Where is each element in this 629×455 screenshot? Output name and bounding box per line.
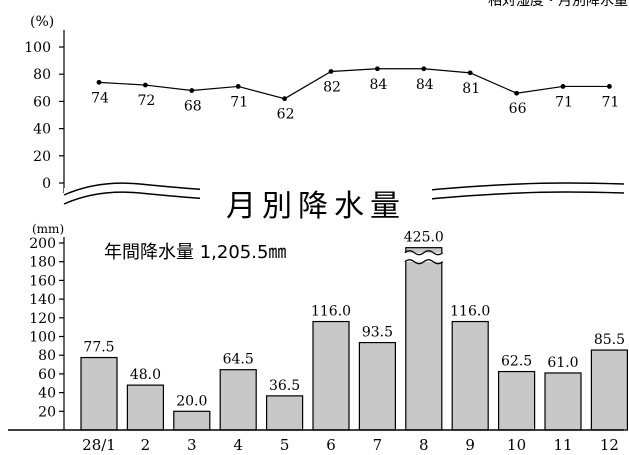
rainfall-unit-label: (mm) (32, 222, 64, 236)
rainfall-tick-label: 200 (29, 236, 56, 252)
x-tick-label: 11 (553, 436, 572, 454)
humidity-value-label: 72 (137, 93, 155, 109)
rainfall-value-label: 64.5 (223, 352, 254, 368)
rainfall-value-label: 48.0 (130, 367, 161, 383)
rainfall-bar (405, 247, 443, 431)
rainfall-bar (590, 349, 629, 431)
humidity-tick-label: 80 (33, 67, 51, 83)
rainfall-value-label: 116.0 (311, 304, 351, 320)
x-tick-label: 6 (326, 436, 336, 454)
humidity-value-label: 62 (277, 107, 295, 123)
rainfall-bar (219, 369, 257, 431)
rainfall-bar (173, 410, 211, 431)
rainfall-bar (498, 370, 536, 431)
humidity-value-label: 84 (416, 77, 434, 93)
x-tick-label: 28/1 (82, 436, 116, 454)
humidity-tick-label: 20 (33, 149, 51, 165)
humidity-point (514, 90, 519, 96)
humidity-point (189, 88, 195, 93)
rainfall-value-label: 20.0 (176, 393, 207, 409)
rainfall-bar (266, 395, 304, 431)
humidity-tick-label: 40 (33, 122, 51, 138)
x-tick-label: 10 (507, 436, 526, 454)
humidity-axis: (%) 0 20 40 60 80 100 (24, 14, 65, 193)
rainfall-value-label: 62.5 (501, 354, 532, 370)
humidity-value-label: 71 (555, 94, 573, 110)
humidity-tick-label: 100 (24, 40, 51, 56)
humidity-value-label: 68 (184, 99, 202, 115)
rainfall-chart-title: 月別降水量 (226, 189, 406, 224)
humidity-point (282, 96, 287, 102)
rainfall-bar (80, 356, 118, 431)
humidity-value-label: 82 (323, 79, 341, 95)
rainfall-value-label: 116.0 (450, 304, 490, 320)
humidity-point (607, 84, 612, 89)
humidity-point (467, 70, 473, 76)
humidity-series-line (98, 68, 610, 100)
rainfall-tick-label: 80 (38, 348, 56, 364)
rainfall-tick-label: 160 (29, 273, 56, 289)
humidity-point (421, 66, 427, 72)
x-tick-label: 5 (280, 436, 290, 454)
rainfall-value-label: 61.0 (547, 355, 578, 371)
bar-break-gap (404, 252, 443, 262)
rainfall-tick-label: 20 (38, 404, 56, 420)
humidity-point (96, 79, 102, 85)
humidity-tick-label: 60 (33, 94, 51, 110)
rainfall-bar (126, 384, 165, 431)
rainfall-tick-label: 60 (38, 367, 56, 383)
rainfall-value-label: 93.5 (362, 325, 393, 341)
rainfall-bar (451, 320, 489, 431)
rainfall-value-label: 36.5 (269, 378, 300, 394)
corner-text: 相対湿度・月別降水量 (488, 0, 628, 9)
humidity-point (235, 84, 241, 89)
humidity-point (560, 84, 566, 89)
x-tick-label: 4 (233, 436, 243, 454)
humidity-point (375, 66, 380, 72)
bar-break-wave (404, 250, 444, 256)
rainfall-bar (312, 320, 350, 431)
x-tick-label: 2 (141, 436, 151, 454)
humidity-value-label: 66 (509, 101, 527, 117)
bar-break-wave (404, 259, 444, 265)
rainfall-value-label: 85.5 (594, 332, 625, 348)
humidity-tick-label: 0 (42, 176, 51, 192)
rainfall-tick-label: 120 (29, 311, 56, 327)
humidity-value-label: 84 (369, 77, 387, 93)
x-tick-label: 3 (187, 436, 197, 454)
rainfall-value-label: 77.5 (83, 340, 114, 356)
rainfall-axis: (mm) 20 40 60 80 100 120 140 160 180 200 (29, 222, 65, 430)
rainfall-tick-label: 100 (29, 330, 56, 346)
x-tick-label: 9 (465, 436, 475, 454)
x-tick-label: 12 (600, 436, 619, 454)
rainfall-bar (544, 372, 582, 431)
humidity-point (143, 82, 148, 88)
rainfall-tick-label: 140 (29, 292, 56, 308)
humidity-point (328, 69, 334, 74)
rainfall-tick-label: 40 (38, 386, 56, 402)
rainfall-bar (358, 341, 396, 431)
annual-rainfall-annotation: 年間降水量 1,205.5㎜ (104, 242, 286, 263)
humidity-value-label: 74 (91, 90, 109, 106)
x-tick-label: 8 (419, 436, 429, 454)
humidity-value-label: 81 (462, 81, 480, 97)
x-tick-label: 7 (373, 436, 383, 454)
rainfall-tick-label: 180 (29, 255, 56, 271)
humidity-value-label: 71 (601, 94, 619, 110)
humidity-unit-label: (%) (30, 14, 54, 30)
rainfall-value-label: 425.0 (404, 230, 444, 246)
humidity-value-label: 71 (230, 94, 248, 110)
axis-break-band: 月別降水量 (63, 182, 625, 224)
